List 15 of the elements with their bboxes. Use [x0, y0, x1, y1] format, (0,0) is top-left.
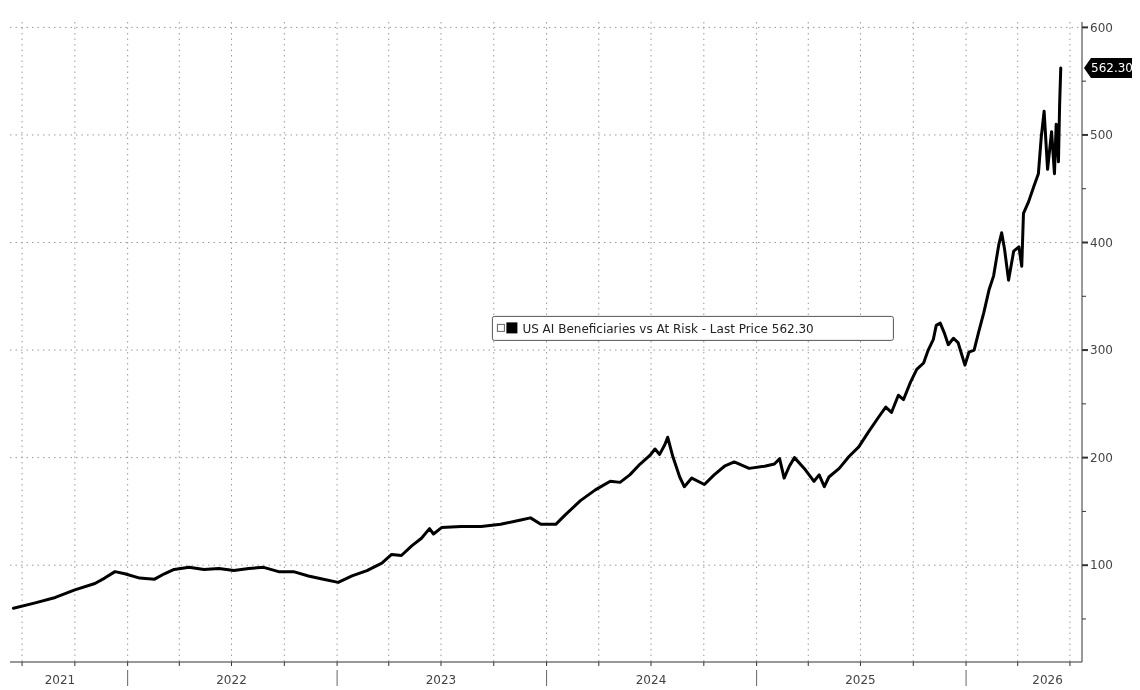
y-tick-label: 300: [1090, 343, 1113, 358]
x-tick-label: 2026: [1032, 673, 1063, 687]
y-tick-label: 100: [1090, 558, 1113, 573]
legend-label: US AI Beneficiaries vs At Risk - Last Price 562.30: [522, 321, 814, 336]
y-tick-label: 500: [1090, 128, 1113, 143]
text: 562.30: [1091, 61, 1133, 76]
y-tick-label: 200: [1090, 450, 1113, 465]
line-series: [11, 66, 1063, 610]
y-tick-label: 600: [1090, 20, 1113, 35]
x-tick-label: 2022: [216, 673, 247, 687]
x-tick-label: 2025: [845, 673, 876, 687]
x-tick-label: 2024: [635, 673, 667, 687]
x-tick-label: 2023: [425, 673, 457, 687]
y-tick-label: 400: [1090, 235, 1113, 250]
x-tick-label: 2021: [44, 673, 76, 687]
